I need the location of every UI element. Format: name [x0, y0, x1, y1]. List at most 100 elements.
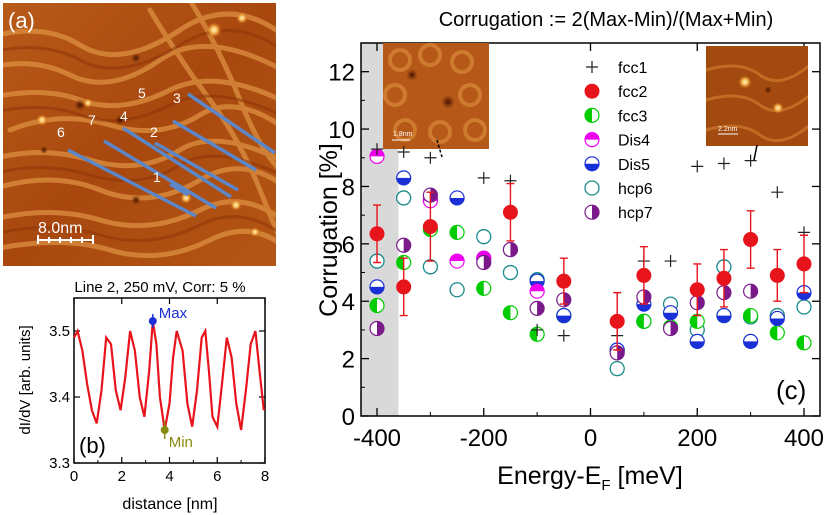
data-point-hcp7 — [529, 300, 545, 317]
data-point-Dis5 — [396, 170, 412, 186]
data-point-Dis5 — [369, 279, 385, 295]
panel-b-ticks: 0 2 4 6 8 3.3 3.4 3.5 — [49, 298, 269, 485]
profile-line-label: 1 — [153, 169, 161, 185]
data-point-fcc1 — [744, 154, 757, 167]
panel-b-ylabel: dI/dV [arb. units] — [17, 325, 34, 434]
panel-b-xlabel: distance [nm] — [122, 496, 217, 513]
x-tick-label: 8 — [261, 468, 269, 485]
data-point-hcp6 — [502, 264, 519, 281]
data-point-fcc2 — [556, 273, 572, 289]
data-point-hcp6 — [396, 190, 412, 206]
legend-label-fcc1: fcc1 — [618, 60, 647, 77]
data-point-hcp7-fill — [377, 321, 385, 336]
legend-label-hcp7: hcp7 — [618, 205, 653, 222]
data-point-fcc3-fill — [530, 327, 538, 342]
panel-c-ticks: -400 -200 0 200 400 0 2 4 6 8 10 12 — [328, 43, 824, 452]
data-points — [369, 143, 812, 377]
data-point-fcc3-fill — [503, 305, 511, 320]
profile-curve — [73, 320, 265, 431]
x-tick-label: -400 — [353, 425, 401, 452]
y-tick-label: 8 — [342, 174, 355, 201]
data-point-hcp7-fill — [643, 289, 651, 304]
data-point-hcp7-fill — [723, 285, 731, 300]
data-point-fcc2 — [502, 204, 518, 220]
legend-marker-fcc3 — [584, 107, 600, 124]
profile-line — [187, 92, 276, 155]
max-label: Max — [159, 305, 188, 322]
stm-image-panel: 1 2 3 45 6 7 8.0nm (a) — [3, 3, 276, 266]
data-point-hcp7 — [716, 285, 732, 301]
legend-marker-Dis5-fill — [585, 163, 599, 171]
data-point-hcp7-fill — [483, 255, 491, 270]
data-point-Dis5-fill — [743, 341, 758, 349]
legend-label-fcc3: fcc3 — [618, 108, 647, 125]
data-point-hcp7 — [476, 254, 492, 271]
scale-bar-label: 8.0nm — [38, 220, 82, 237]
data-point-Dis5 — [449, 190, 465, 206]
legend-label-Dis5: Dis5 — [618, 157, 650, 174]
data-point-fcc1 — [717, 157, 730, 170]
line-profile-panel: Line 2, 250 mV, Corr: 5 % 0 2 4 6 8 3.3 3.4 3.5… — [17, 279, 269, 513]
data-point-fcc1 — [397, 146, 410, 159]
data-point-fcc1 — [424, 151, 437, 164]
data-point-fcc3-fill — [690, 314, 698, 329]
x-tick-label: 0 — [70, 468, 78, 485]
data-point-hcp7 — [502, 241, 519, 258]
data-point-Dis5 — [662, 305, 679, 321]
x-tick-label: 400 — [784, 425, 824, 452]
profile-line-label: 3 — [173, 90, 181, 106]
y-tick-label: 3.4 — [49, 389, 70, 406]
data-point-Dis4 — [449, 253, 465, 269]
data-point-fcc3 — [689, 313, 705, 329]
data-point-fcc2 — [743, 232, 759, 248]
data-point-Dis5-fill — [636, 304, 651, 312]
y-tick-label: 6 — [342, 232, 355, 259]
legend-marker-hcp7 — [584, 204, 600, 220]
data-point-fcc2 — [609, 313, 625, 329]
data-point-Dis5 — [556, 307, 572, 324]
data-point-hcp6 — [609, 361, 625, 377]
data-point-fcc3-fill — [450, 225, 458, 240]
data-point-fcc3-fill — [636, 314, 644, 329]
profile-line — [67, 148, 197, 218]
legend-marker-hcp7-fill — [592, 205, 600, 220]
data-point-Dis5 — [716, 307, 732, 324]
data-point-fcc3-fill — [370, 298, 378, 313]
inset-stm-1: 1.8nm — [383, 43, 489, 149]
x-tick-label: 200 — [677, 425, 717, 452]
data-point-fcc3-fill — [796, 335, 804, 350]
inset-1-scale: 1.8nm — [393, 131, 413, 138]
profile-line-label: 4 — [120, 108, 128, 124]
x-tick-label: 6 — [213, 468, 221, 485]
stm-herringbone-texture — [3, 3, 276, 259]
data-point-Dis5-fill — [690, 341, 705, 349]
data-point-hcp7 — [396, 237, 412, 253]
data-point-hcp7-fill — [670, 321, 678, 336]
y-tick-label: 3.5 — [49, 323, 70, 340]
x-tick-label: 2 — [118, 468, 126, 485]
data-point-Dis4-fill — [450, 254, 465, 262]
panel-c-xlabel: Energy-EF [meV] — [497, 462, 683, 494]
y-tick-label: 3.3 — [49, 455, 70, 472]
inset-2-pointer — [753, 144, 758, 161]
corrugation-panel: Corrugation := 2(Max-Min)/(Max+Min) -400… — [315, 9, 824, 494]
inset-2-scale: 2.2nm — [718, 126, 738, 133]
data-point-Dis5-fill — [796, 292, 811, 300]
profile-line-labels: 1 2 3 45 6 7 — [57, 85, 181, 185]
legend-label-hcp6: hcp6 — [618, 181, 653, 198]
data-point-fcc3 — [476, 280, 492, 296]
profile-line — [122, 126, 232, 199]
legend-marker-Dis4 — [584, 132, 600, 148]
data-point-fcc2 — [369, 226, 385, 242]
data-point-fcc3 — [369, 297, 385, 314]
panel-c-ylabel: Corrugation [%] — [315, 143, 343, 317]
data-point-Dis5-fill — [396, 177, 411, 185]
min-label: Min — [169, 434, 193, 451]
legend-marker-fcc1 — [586, 61, 598, 73]
y-tick-label: 10 — [328, 117, 355, 144]
data-point-Dis5-fill — [716, 315, 731, 323]
x-tick-label: 0 — [584, 425, 597, 452]
profile-line — [154, 141, 239, 192]
y-tick-label: 4 — [342, 289, 355, 316]
